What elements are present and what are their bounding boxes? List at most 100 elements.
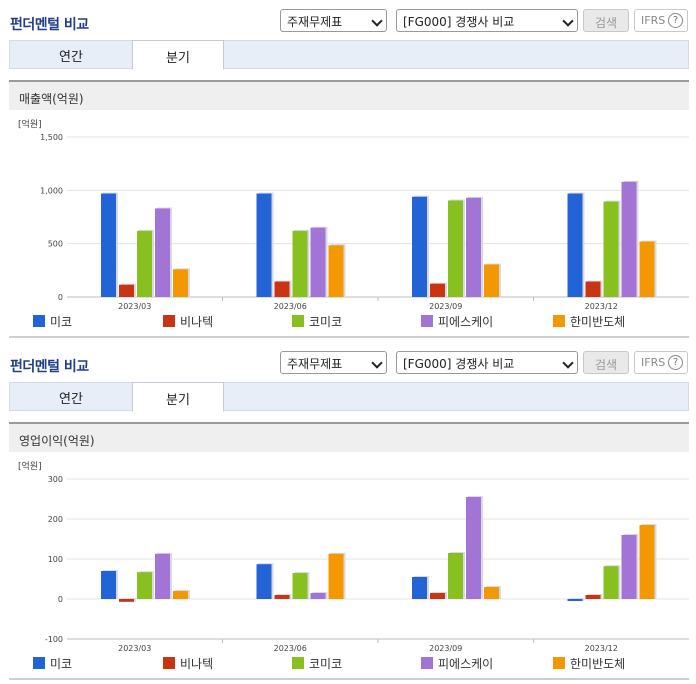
bar[interactable] <box>603 566 619 599</box>
legend-swatch <box>292 315 304 327</box>
bar[interactable] <box>639 525 655 599</box>
tab-quarterly[interactable]: 분기 <box>132 40 224 70</box>
bar[interactable] <box>119 284 134 297</box>
metric-header: 영업이익(억원) <box>9 422 689 452</box>
legend-swatch <box>33 315 45 327</box>
bar[interactable] <box>292 573 308 599</box>
y-tick-label: 300 <box>48 475 63 484</box>
fundamental-panel-revenue: 펀더멘털 비교 주재무제표 [FG000] 경쟁사 비교 검색 IFRS ? 연… <box>0 0 696 342</box>
bar[interactable] <box>621 181 637 297</box>
bar[interactable] <box>412 196 427 297</box>
search-button[interactable]: 검색 <box>583 9 629 32</box>
statement-select-value: 주재무제표 <box>287 15 343 29</box>
x-tick-label: 2023/03 <box>118 302 151 310</box>
bar[interactable] <box>466 197 481 297</box>
compare-select-value: [FG000] 경쟁사 비교 <box>403 357 515 371</box>
bar[interactable] <box>412 577 427 599</box>
y-tick-label: 100 <box>48 555 63 564</box>
y-tick-label: 0 <box>58 293 63 302</box>
revenue-chart: [억원] 0 500 1,000 1,500 2023/03 2023/06 2023/09 2… <box>18 118 689 310</box>
bar[interactable] <box>585 595 601 599</box>
y-tick-label: -100 <box>45 635 63 644</box>
bar[interactable] <box>484 264 499 297</box>
tab-quarterly[interactable]: 분기 <box>132 382 224 412</box>
legend-swatch <box>421 657 433 669</box>
bar[interactable] <box>256 193 272 297</box>
unit-label: [억원] <box>18 460 42 472</box>
tab-annual[interactable]: 연간 <box>59 50 83 65</box>
statement-select[interactable]: 주재무제표 <box>280 351 387 374</box>
bar[interactable] <box>484 587 499 599</box>
legend-label: 피에스케이 <box>438 657 494 671</box>
legend-label: 미코 <box>50 657 73 671</box>
bar[interactable] <box>155 553 170 599</box>
bar[interactable] <box>567 599 583 601</box>
bar[interactable] <box>274 281 290 297</box>
x-tick-label: 2023/03 <box>118 644 151 652</box>
bar[interactable] <box>101 193 116 297</box>
bar[interactable] <box>137 230 152 297</box>
x-tick-label: 2023/12 <box>585 302 618 310</box>
legend-swatch <box>553 315 565 327</box>
statement-select[interactable]: 주재무제표 <box>280 9 387 32</box>
tab-annual[interactable]: 연간 <box>59 392 83 407</box>
bar[interactable] <box>155 208 170 297</box>
bar[interactable] <box>567 193 583 297</box>
operating-profit-chart: [억원] -100 0 100 200 300 2023/03 2023/06 2023/09 2… <box>18 460 689 652</box>
legend-label: 한미반도체 <box>570 657 626 671</box>
bar[interactable] <box>137 572 152 599</box>
metric-header: 매출액(억원) <box>9 80 689 110</box>
bar[interactable] <box>256 564 272 599</box>
legend-label: 미코 <box>50 315 73 329</box>
ifrs-button[interactable]: IFRS ? <box>634 9 688 32</box>
metric-label: 영업이익(억원) <box>19 434 95 448</box>
legend-label: 한미반도체 <box>570 315 626 329</box>
compare-select-value: [FG000] 경쟁사 비교 <box>403 15 515 29</box>
legend-swatch <box>163 315 175 327</box>
bar[interactable] <box>292 230 308 297</box>
bar[interactable] <box>310 227 326 297</box>
help-icon[interactable]: ? <box>668 355 683 370</box>
x-tick-label: 2023/09 <box>429 644 462 652</box>
compare-select[interactable]: [FG000] 경쟁사 비교 <box>396 351 578 374</box>
bar[interactable] <box>101 571 116 599</box>
bar[interactable] <box>310 593 326 599</box>
bar[interactable] <box>448 200 463 297</box>
bar[interactable] <box>585 281 601 297</box>
panel-header: 펀더멘털 비교 주재무제표 [FG000] 경쟁사 비교 검색 IFRS ? <box>0 0 696 34</box>
statement-select-value: 주재무제표 <box>287 357 343 371</box>
legend-label: 비나텍 <box>180 657 214 671</box>
bar[interactable] <box>621 535 637 599</box>
bar[interactable] <box>173 591 188 599</box>
fundamental-panel-operating-profit: 펀더멘털 비교 주재무제표 [FG000] 경쟁사 비교 검색 IFRS ? 연… <box>0 342 696 684</box>
divider <box>9 678 689 680</box>
y-tick-label: 500 <box>48 240 63 249</box>
legend-swatch <box>421 315 433 327</box>
bar[interactable] <box>274 595 290 599</box>
panel-title: 펀더멘털 비교 <box>10 17 89 33</box>
bar[interactable] <box>328 245 344 297</box>
bar[interactable] <box>119 599 134 602</box>
bar[interactable] <box>466 497 481 599</box>
bar[interactable] <box>430 593 445 599</box>
bar[interactable] <box>328 553 344 599</box>
unit-label: [억원] <box>18 118 42 130</box>
y-tick-label: 1,500 <box>40 133 63 142</box>
search-button[interactable]: 검색 <box>583 351 629 374</box>
legend-swatch <box>33 657 45 669</box>
bar[interactable] <box>448 553 463 599</box>
x-tick-label: 2023/06 <box>274 644 307 652</box>
compare-select[interactable]: [FG000] 경쟁사 비교 <box>396 9 578 32</box>
help-icon[interactable]: ? <box>668 13 683 28</box>
chart-legend: 미코 비나텍 코미코 피에스케이 한미반도체 <box>0 655 696 675</box>
x-tick-label: 2023/09 <box>429 302 462 310</box>
bar[interactable] <box>603 201 619 297</box>
bar[interactable] <box>173 269 188 297</box>
period-tabs: 연간 분기 <box>9 382 689 412</box>
y-tick-label: 0 <box>58 595 63 604</box>
ifrs-button[interactable]: IFRS ? <box>634 351 688 374</box>
legend-swatch <box>292 657 304 669</box>
bar[interactable] <box>430 283 445 297</box>
bar[interactable] <box>639 241 655 297</box>
legend-label: 코미코 <box>309 315 343 329</box>
